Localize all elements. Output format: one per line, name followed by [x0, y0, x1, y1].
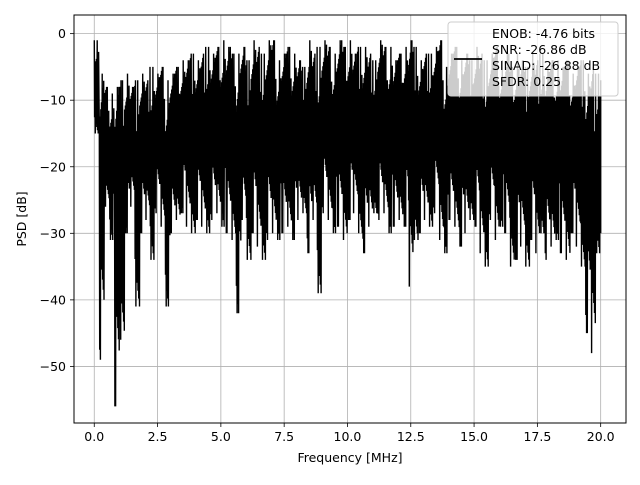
legend-box: [447, 21, 619, 97]
legend-entry-sfdr: SFDR: 0.25: [492, 74, 561, 89]
y-axis-label: PSD [dB]: [14, 191, 29, 246]
x-tick-label: 10.0: [334, 429, 362, 444]
x-tick-label: 17.5: [523, 429, 551, 444]
x-tick-label: 15.0: [460, 429, 488, 444]
legend: ENOB: -4.76 bits SNR: -26.86 dB SINAD: -…: [447, 21, 619, 97]
legend-entry-enob: ENOB: -4.76 bits: [492, 26, 595, 41]
y-tick-label: −10: [40, 93, 66, 108]
legend-entry-sinad: SINAD: -26.88 dB: [492, 58, 600, 73]
legend-entry-snr: SNR: -26.86 dB: [492, 42, 587, 57]
x-tick-label: 12.5: [397, 429, 425, 444]
x-tick-label: 0.0: [84, 429, 104, 444]
x-tick-label: 7.5: [274, 429, 294, 444]
y-tick-label: 0: [58, 26, 66, 41]
ticks: 0.0 2.5 5.0 7.5 10.0 12.5 15.0 17.5 20.0 0 −10 −20 −…: [40, 26, 615, 444]
x-tick-label: 2.5: [148, 429, 168, 444]
y-tick-label: −50: [40, 359, 66, 374]
x-tick-label: 5.0: [211, 429, 231, 444]
y-tick-label: −30: [40, 226, 66, 241]
x-axis-label: Frequency [MHz]: [297, 450, 402, 465]
series-0-line: [93, 40, 602, 407]
x-tick-label: 20.0: [587, 429, 615, 444]
series-layer: [93, 40, 602, 407]
axes-frame: [73, 14, 627, 424]
y-tick-label: −40: [40, 292, 66, 307]
y-tick-label: −20: [40, 159, 66, 174]
